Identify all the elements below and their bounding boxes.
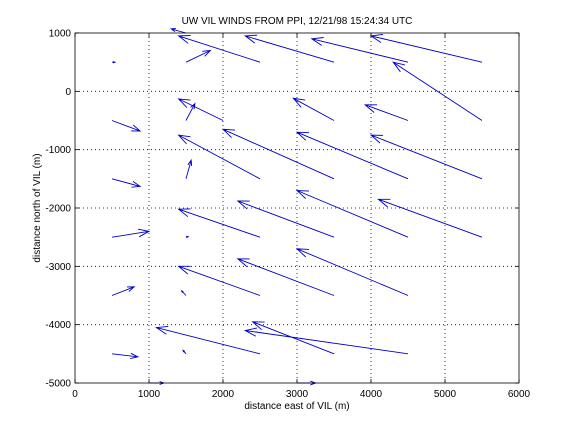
wind-vector-20 bbox=[236, 200, 335, 238]
wind-vector-34 bbox=[182, 349, 187, 355]
y-tick-label: -1000 bbox=[45, 145, 71, 156]
wind-vector-16 bbox=[369, 134, 483, 180]
wind-vector-5 bbox=[112, 61, 117, 64]
wind-vector-11 bbox=[111, 120, 142, 132]
wind-vector-18 bbox=[185, 158, 193, 179]
wind-vector-17 bbox=[111, 178, 142, 188]
y-tick-label: -2000 bbox=[45, 204, 71, 215]
x-tick-label: 1000 bbox=[138, 389, 161, 400]
x-tick-label: 0 bbox=[72, 389, 78, 400]
wind-vector-9 bbox=[363, 104, 409, 121]
grid bbox=[75, 33, 519, 383]
wind-vector-33 bbox=[111, 352, 140, 360]
y-tick-label: 0 bbox=[65, 87, 71, 98]
wind-vector-26 bbox=[236, 258, 335, 296]
wind-vector-27 bbox=[295, 248, 409, 296]
wind-vector-3 bbox=[310, 37, 409, 63]
x-axis-title: distance east of VIL (m) bbox=[244, 401, 349, 412]
axis-ticks: 0 1000 2000 3000 4000 5000 6000 1000 0 -1000 -2000… bbox=[45, 29, 530, 401]
wind-vector-24 bbox=[185, 235, 190, 239]
y-tick-label: 1000 bbox=[49, 29, 72, 40]
wind-vector-21 bbox=[295, 189, 409, 238]
wind-vector-2 bbox=[243, 34, 335, 63]
chart-title: UW VIL WINDS FROM PPI, 12/21/98 15:24:34… bbox=[182, 16, 413, 27]
wind-vector-23 bbox=[111, 228, 151, 238]
y-tick-label: -4000 bbox=[45, 320, 71, 331]
wind-vector-25 bbox=[177, 265, 261, 296]
wind-vector-7 bbox=[177, 98, 224, 121]
y-tick-label: -5000 bbox=[45, 379, 71, 390]
wind-vector-6 bbox=[185, 49, 212, 63]
wind-vector-30 bbox=[155, 325, 261, 355]
wind-vector-8 bbox=[292, 97, 335, 121]
wind-vector-19 bbox=[177, 208, 261, 238]
x-tick-label: 5000 bbox=[434, 389, 457, 400]
x-tick-label: 2000 bbox=[212, 389, 235, 400]
wind-vector-14 bbox=[221, 128, 335, 180]
wind-vector-13 bbox=[177, 134, 261, 180]
wind-vector-1 bbox=[177, 35, 261, 63]
wind-vector-0 bbox=[169, 28, 187, 34]
wind-vector-10 bbox=[392, 61, 483, 121]
x-tick-label: 6000 bbox=[508, 389, 531, 400]
wind-vector-22 bbox=[377, 198, 483, 238]
wind-vector-28 bbox=[111, 286, 136, 296]
wind-vector-15 bbox=[295, 131, 409, 180]
wind-vector-32 bbox=[243, 327, 409, 355]
x-tick-label: 3000 bbox=[286, 389, 309, 400]
wind-vectors bbox=[111, 28, 483, 386]
wind-vector-12 bbox=[185, 102, 196, 121]
y-tick-label: -3000 bbox=[45, 262, 71, 273]
x-tick-label: 4000 bbox=[360, 389, 383, 400]
y-axis-title: distance north of VIL (m) bbox=[32, 153, 43, 262]
wind-vector-29 bbox=[180, 289, 187, 296]
wind-vector-4 bbox=[369, 34, 483, 63]
